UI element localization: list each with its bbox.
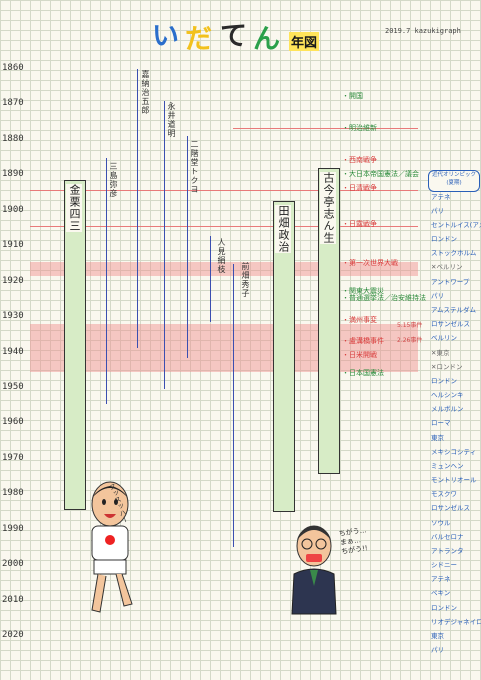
olympic-item: アントワープ — [431, 277, 470, 286]
olympic-item: ヘルシンキ — [431, 391, 464, 400]
man-speech: ちがう… まぁ… ちがう!! — [338, 526, 369, 556]
year-label-1920: 1920 — [2, 275, 24, 286]
olympic-item: アテネ — [431, 192, 451, 201]
year-label-2010: 2010 — [2, 594, 24, 605]
olympic-item: シドニー — [431, 561, 457, 570]
olympic-item: ロサンゼルス — [431, 504, 470, 513]
olympic-item: パリ — [431, 206, 444, 215]
olympic-item: ロサンゼルス — [431, 320, 470, 329]
name-nagai: 永井道明 — [167, 102, 176, 138]
event-item: ・日清戦争 — [342, 184, 377, 193]
year-label-1960: 1960 — [2, 417, 24, 428]
olympic-item: アムステルダム — [431, 305, 477, 314]
title-char-da: だ — [185, 24, 212, 55]
name-hitomi: 人見絹枝 — [217, 238, 226, 274]
name-kanakuri: 金栗四三 — [66, 184, 82, 232]
bar-tabata — [273, 201, 295, 512]
aside-226: 2.26事件 — [397, 337, 423, 344]
year-label-1990: 1990 — [2, 523, 24, 534]
olympic-item: ロンドン — [431, 603, 457, 612]
event-item: ・西南戦争 — [342, 156, 377, 165]
event-item: ・関東大震災 — [342, 287, 384, 296]
year-label-2020: 2020 — [2, 630, 24, 640]
olympic-item: ストックホルム — [431, 249, 477, 258]
line-kano — [137, 69, 138, 348]
olympic-item: モスクワ — [431, 490, 457, 499]
name-nikaido: 二階堂トクヨ — [190, 140, 199, 194]
event-item: ・満州事変 — [342, 315, 377, 324]
aside-515: 5.15事件 — [397, 322, 423, 329]
olympic-item: ロンドン — [431, 376, 457, 385]
olympic-item: ミュンヘン — [431, 461, 464, 470]
year-label-1970: 1970 — [2, 452, 24, 463]
olympic-item: パリ — [431, 291, 444, 300]
line-hitomi — [210, 236, 211, 322]
name-mishima: 三島弥彦 — [109, 162, 118, 198]
year-label-1940: 1940 — [2, 346, 24, 357]
olympic-item: ✕ロンドン — [431, 362, 463, 371]
bar-kanakuri — [64, 180, 86, 510]
olympic-item: 東京 — [431, 433, 444, 442]
date-credit: 2019.7 kazukigraph — [385, 27, 461, 35]
event-item: ・開国 — [342, 92, 363, 101]
title-badge: 年図 — [289, 32, 320, 51]
year-label-1910: 1910 — [2, 240, 24, 251]
event-item: ・普通選挙法／治安維持法 — [342, 294, 426, 303]
event-item: ・盧溝橋事件 — [342, 336, 384, 345]
year-label-1950: 1950 — [2, 381, 24, 392]
ww2-band — [30, 324, 418, 372]
olympic-item: パリ — [431, 646, 444, 655]
name-tabata: 田畑政治 — [275, 205, 291, 253]
year-label-2000: 2000 — [2, 559, 24, 570]
olympic-item: ロンドン — [431, 235, 457, 244]
olympic-item: ✕ベルリン — [431, 263, 463, 272]
year-label-1860: 1860 — [2, 63, 24, 73]
title-char-n: ん — [253, 24, 280, 55]
year-label-1900: 1900 — [2, 204, 24, 215]
olympic-item: ペキン — [431, 589, 451, 598]
year-label-1930: 1930 — [2, 311, 24, 322]
olympic-item: ソウル — [431, 518, 451, 527]
name-kano: 嘉納治五郎 — [141, 70, 150, 115]
name-maehata: 前畑秀子 — [241, 262, 250, 298]
event-item: ・日本国憲法 — [342, 368, 384, 377]
seinan-war-line — [233, 128, 418, 129]
olympic-item: メルボルン — [431, 405, 464, 414]
line-mishima — [106, 158, 107, 404]
olympic-item: リオデジャネイロ — [431, 617, 481, 626]
russo-japanese-war-line — [30, 226, 418, 227]
olympic-item: バルセロナ — [431, 532, 464, 541]
olympic-item: アトランタ — [431, 546, 464, 555]
event-item: ・第一次世界大戦 — [342, 258, 398, 267]
line-nagai — [164, 101, 165, 389]
year-label-1870: 1870 — [2, 98, 24, 109]
sino-japanese-war-line — [30, 190, 418, 191]
man-illustration — [291, 525, 337, 615]
title-char-te: て — [220, 21, 247, 52]
olympics-header: 近代オリンピック (夏期) — [428, 170, 480, 192]
runner-illustration — [91, 481, 133, 613]
year-label-1880: 1880 — [2, 133, 24, 144]
event-item: ・大日本帝国憲法／議会 — [342, 170, 419, 179]
year-label-1890: 1890 — [2, 169, 24, 180]
title-char-i: い — [152, 21, 179, 52]
olympic-item: セントルイス(アメリカ) — [431, 220, 481, 229]
olympic-item: メキシコシティ — [431, 447, 477, 456]
line-maehata — [233, 264, 234, 547]
olympic-item: ✕東京 — [431, 348, 450, 357]
olympic-item: アテネ — [431, 575, 451, 584]
olympic-item: モントリオール — [431, 476, 477, 485]
line-nikaido — [187, 136, 188, 358]
event-item: ・日露戦争 — [342, 219, 377, 228]
event-item: ・日米開戦 — [342, 351, 377, 360]
olympic-item: ベルリン — [431, 334, 457, 343]
name-kokontei: 古今亭志ん生 — [320, 172, 336, 244]
olympic-item: 東京 — [431, 632, 444, 640]
event-item: ・明治維新 — [342, 124, 377, 133]
bar-kokontei — [318, 168, 340, 474]
year-label-1980: 1980 — [2, 488, 24, 499]
olympic-item: ローマ — [431, 419, 451, 428]
